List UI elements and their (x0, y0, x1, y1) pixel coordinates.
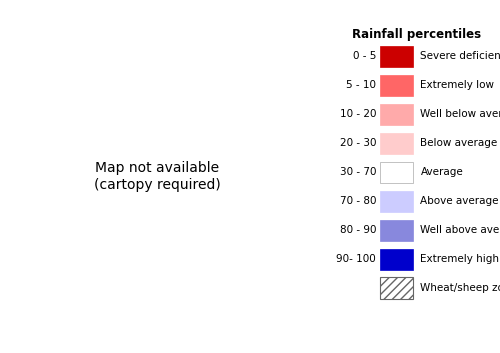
Text: Extremely low: Extremely low (420, 80, 494, 90)
Bar (380, 133, 413, 154)
Text: Map not available
(cartopy required): Map not available (cartopy required) (94, 161, 221, 192)
Bar (380, 220, 413, 241)
Text: Well above average: Well above average (420, 225, 500, 235)
Text: Below average: Below average (420, 138, 498, 148)
Text: 10 - 20: 10 - 20 (340, 109, 376, 119)
Text: 5 - 10: 5 - 10 (346, 80, 376, 90)
Text: Wheat/sheep zone: Wheat/sheep zone (420, 283, 500, 293)
Bar (380, 249, 413, 270)
Text: Rainfall percentiles: Rainfall percentiles (352, 28, 482, 41)
Text: Average: Average (420, 167, 463, 177)
Text: Severe deficiency: Severe deficiency (420, 52, 500, 61)
Bar (380, 104, 413, 125)
Text: Extremely high: Extremely high (420, 254, 500, 264)
Text: Well below average: Well below average (420, 109, 500, 119)
Text: 90- 100: 90- 100 (336, 254, 376, 264)
Bar (380, 162, 413, 183)
Text: 30 - 70: 30 - 70 (340, 167, 376, 177)
Text: Above average: Above average (420, 196, 499, 206)
Bar (380, 75, 413, 96)
Bar (380, 191, 413, 212)
Text: 0 - 5: 0 - 5 (352, 52, 376, 61)
Text: 70 - 80: 70 - 80 (340, 196, 376, 206)
Bar (380, 46, 413, 67)
Text: 20 - 30: 20 - 30 (340, 138, 376, 148)
Bar (380, 277, 413, 299)
Text: 80 - 90: 80 - 90 (340, 225, 376, 235)
